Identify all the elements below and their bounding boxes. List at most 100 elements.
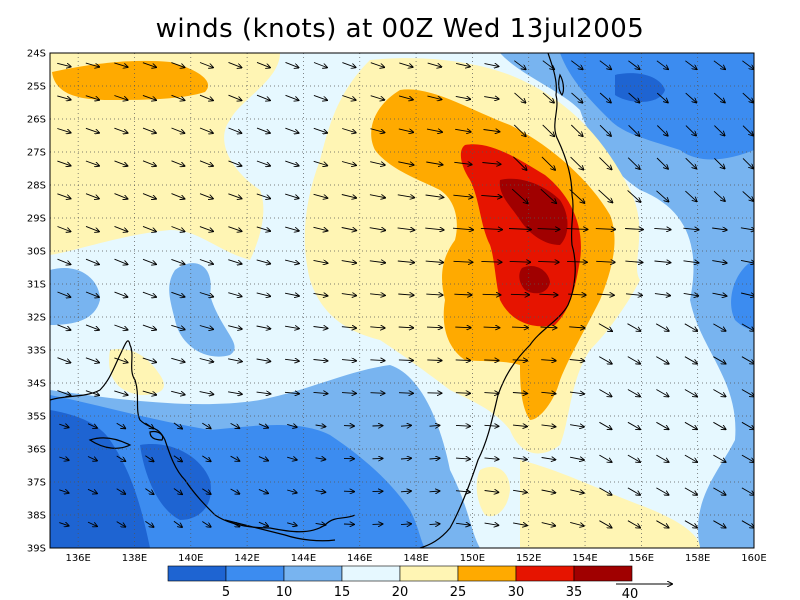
wind-arrow <box>199 193 213 199</box>
wind-arrow <box>199 392 214 395</box>
wind-arrow <box>142 160 156 166</box>
latitude-label: 26S <box>27 115 46 126</box>
longitude-label: 136E <box>65 553 90 564</box>
reference-vector-label: 40 <box>622 587 639 600</box>
wind-arrow <box>114 291 128 297</box>
wind-arrow <box>455 129 471 132</box>
wind-arrow <box>541 360 556 361</box>
wind-arrow <box>455 360 471 361</box>
wind-arrow <box>740 293 754 296</box>
wind-arrow <box>427 360 441 361</box>
wind-arrow <box>684 487 697 495</box>
wind-arrow <box>714 157 724 168</box>
contour-5-10-south <box>50 395 425 548</box>
wind-arrow <box>57 226 71 232</box>
latitude-label: 28S <box>27 181 46 192</box>
wind-arrow <box>455 327 470 328</box>
wind-arrow <box>85 193 99 199</box>
wind-arrow <box>429 425 440 426</box>
wind-arrow <box>259 555 268 559</box>
wind-arrow <box>142 193 156 199</box>
latitude-label: 33S <box>27 346 46 357</box>
wind-arrow <box>741 520 754 528</box>
wind-arrow <box>114 258 128 264</box>
wind-arrow <box>742 125 753 136</box>
wind-arrow <box>429 458 440 459</box>
wind-arrow <box>599 92 611 103</box>
wind-arrow <box>313 226 328 230</box>
wind-arrow <box>481 261 501 262</box>
colorbar-swatch <box>457 565 517 582</box>
wind-arrow <box>230 521 240 527</box>
wind-speed-field <box>50 53 754 559</box>
wind-arrow <box>742 158 753 168</box>
wind-arrow <box>85 258 99 264</box>
wind-arrow <box>426 129 442 132</box>
wind-arrow <box>230 455 240 461</box>
wind-arrow <box>684 356 697 364</box>
colorbar-swatch <box>399 565 459 582</box>
wind-arrow <box>627 487 640 495</box>
wind-arrow <box>57 160 70 166</box>
contour-25-30-nw <box>52 60 209 100</box>
wind-arrow <box>512 393 527 394</box>
wind-arrow <box>628 124 640 136</box>
wind-arrow <box>285 61 299 67</box>
wind-arrow <box>397 261 414 263</box>
wind-arrow <box>425 195 444 197</box>
wind-arrow <box>599 60 611 70</box>
colorbar-label: 5 <box>222 585 230 600</box>
wind-arrow <box>142 127 156 133</box>
contour-20-25-se <box>520 460 700 548</box>
wind-arrow <box>228 94 242 100</box>
contour-10-15-east <box>500 53 754 548</box>
wind-arrow <box>713 389 725 397</box>
wind-arrow <box>59 424 68 427</box>
wind-arrow <box>483 327 500 328</box>
contour-10-15-blob <box>169 263 235 357</box>
wind-arrow <box>514 92 526 103</box>
wind-arrow <box>256 359 271 361</box>
wind-arrow <box>57 390 70 396</box>
latitude-label: 38S <box>27 511 46 522</box>
longitude-label: 152E <box>516 553 541 564</box>
colorbar-label: 25 <box>450 585 467 600</box>
wind-arrow <box>542 124 555 136</box>
wind-arrow <box>656 157 668 169</box>
wind-arrow <box>256 127 270 133</box>
wind-arrow <box>398 294 413 295</box>
wind-arrow <box>57 193 70 199</box>
wind-arrow <box>142 94 156 100</box>
wind-arrow <box>712 261 726 263</box>
wind-arrow <box>114 357 127 363</box>
wind-arrow <box>85 127 99 133</box>
wind-arrow <box>656 487 668 495</box>
wind-arrow <box>627 389 640 397</box>
wind-arrow <box>258 521 268 526</box>
wind-arrow <box>256 226 270 231</box>
wind-arrow <box>684 323 697 331</box>
wind-arrow <box>742 191 754 201</box>
wind-arrow <box>228 160 242 166</box>
wind-arrow <box>741 487 754 495</box>
wind-arrow <box>656 92 668 102</box>
wind-arrow <box>429 524 440 525</box>
wind-arrow <box>569 327 585 328</box>
wind-arrow <box>341 228 357 231</box>
wind-arrow <box>398 128 413 132</box>
wind-arrow <box>230 423 240 428</box>
wind-arrow <box>597 294 614 295</box>
wind-arrow <box>455 96 470 99</box>
wind-arrow <box>685 60 696 69</box>
contour-5-10-e <box>731 260 754 330</box>
wind-arrow <box>256 94 270 100</box>
wind-arrow <box>714 125 724 136</box>
wind-arrow <box>625 229 643 230</box>
wind-arrow <box>512 360 528 361</box>
longitude-label: 142E <box>234 553 259 564</box>
contour-20-25-west <box>50 53 280 260</box>
wind-arrow <box>541 156 555 170</box>
wind-arrow <box>683 228 698 230</box>
contour-lt5-sw2 <box>140 444 211 520</box>
